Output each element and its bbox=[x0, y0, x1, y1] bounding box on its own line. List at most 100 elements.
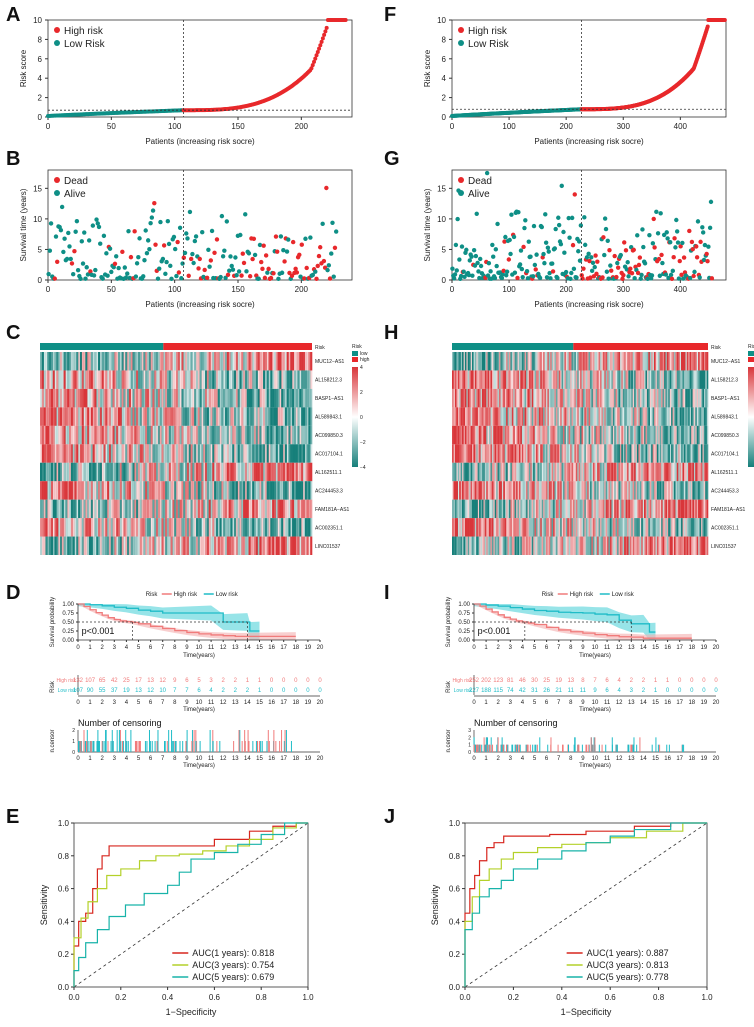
heatmap-cell bbox=[281, 407, 284, 426]
heatmap-cell bbox=[705, 388, 707, 408]
heatmap-cell bbox=[700, 444, 703, 463]
heatmap-cell bbox=[145, 481, 148, 500]
heatmap-cell bbox=[166, 499, 170, 519]
heatmap-cell bbox=[679, 352, 682, 371]
heatmap-cell bbox=[463, 462, 466, 482]
heatmap-cell bbox=[190, 352, 193, 371]
dead-point bbox=[672, 236, 677, 241]
heatmap-cell bbox=[534, 462, 537, 482]
heatmap-cell bbox=[161, 407, 164, 426]
heatmap-cell bbox=[81, 425, 84, 445]
heatmap-cell bbox=[263, 462, 266, 482]
heatmap-cell bbox=[179, 481, 182, 500]
heatmap-cell bbox=[195, 370, 199, 389]
heatmap-cell bbox=[114, 370, 117, 389]
heatmap-cell bbox=[565, 407, 568, 426]
risk-high-count: 0 bbox=[318, 678, 322, 684]
heatmap-cell bbox=[552, 444, 555, 463]
heatmap-cell bbox=[558, 407, 561, 426]
y-tick-label: 0.0 bbox=[58, 983, 70, 992]
heatmap-cell bbox=[65, 499, 68, 519]
heatmap-cell bbox=[288, 462, 291, 482]
heatmap-cell bbox=[119, 499, 122, 519]
heatmap-cell bbox=[205, 370, 208, 389]
heatmap-cell bbox=[119, 518, 122, 537]
heatmap-cell bbox=[244, 481, 248, 500]
heatmap-cell bbox=[146, 352, 150, 371]
heatmap-cell bbox=[587, 499, 589, 519]
heatmap-cell bbox=[696, 352, 699, 371]
scale-tick-label: 4 bbox=[360, 365, 363, 371]
heatmap-cell bbox=[217, 536, 220, 555]
heatmap-cell bbox=[504, 444, 507, 463]
heatmap-cell bbox=[555, 352, 558, 371]
legend-low-label: Low Risk bbox=[468, 39, 510, 50]
heatmap-cell bbox=[306, 388, 309, 408]
alive-point bbox=[58, 227, 64, 233]
heatmap-cell bbox=[626, 370, 629, 389]
heatmap-cell bbox=[488, 425, 491, 445]
heatmap-cell bbox=[59, 444, 63, 463]
heatmap-cell bbox=[524, 462, 527, 482]
heatmap-cell bbox=[552, 425, 555, 445]
heatmap-cell bbox=[690, 444, 693, 463]
alive-point bbox=[509, 212, 514, 217]
alive-point bbox=[107, 246, 113, 251]
heatmap-cell bbox=[252, 536, 255, 555]
heatmap-cell bbox=[663, 352, 666, 371]
heatmap-cell bbox=[70, 499, 73, 519]
heatmap-cell bbox=[67, 352, 70, 371]
heatmap-cell bbox=[641, 352, 643, 371]
heatmap-cell bbox=[543, 481, 545, 500]
heatmap-cell bbox=[483, 481, 486, 500]
heatmap-cell bbox=[85, 462, 88, 482]
heatmap-cell bbox=[467, 407, 470, 426]
heatmap-cell bbox=[121, 352, 124, 371]
heatmap-cell bbox=[310, 388, 313, 408]
heatmap-cell bbox=[508, 370, 511, 389]
heatmap-cell bbox=[275, 536, 278, 555]
heatmap-cell bbox=[619, 370, 622, 389]
heatmap-cell bbox=[275, 518, 278, 537]
heatmap-cell bbox=[65, 444, 68, 463]
alive-point bbox=[82, 230, 87, 235]
heatmap-cell bbox=[585, 370, 588, 389]
heatmap-cell bbox=[680, 462, 683, 482]
heatmap-cell bbox=[52, 499, 55, 519]
heatmap-cell bbox=[195, 518, 199, 537]
heatmap-cell bbox=[473, 499, 476, 519]
heatmap-cell bbox=[470, 444, 473, 463]
heatmap-cell bbox=[469, 352, 471, 371]
heatmap-cell bbox=[125, 481, 128, 500]
heatmap-cell bbox=[587, 425, 589, 445]
heatmap-cell bbox=[454, 425, 457, 445]
heatmap-cell bbox=[293, 388, 296, 408]
heatmap-cell bbox=[116, 462, 119, 482]
heatmap-cell bbox=[570, 481, 572, 500]
heatmap-cell bbox=[130, 462, 133, 482]
heatmap-cell bbox=[668, 425, 670, 445]
heatmap-cell bbox=[79, 499, 83, 519]
heatmap-cell bbox=[649, 425, 652, 445]
heatmap-cell bbox=[87, 481, 90, 500]
heatmap-cell bbox=[587, 370, 589, 389]
heatmap-cell bbox=[618, 462, 621, 482]
heatmap-cell bbox=[310, 536, 313, 555]
heatmap-cell bbox=[277, 388, 280, 408]
heatmap-cell bbox=[215, 481, 219, 500]
alive-point bbox=[238, 232, 243, 238]
heatmap-cell bbox=[134, 407, 137, 426]
heatmap-cell bbox=[239, 407, 242, 426]
alive-point bbox=[144, 251, 150, 256]
heatmap-cell bbox=[273, 352, 277, 371]
heatmap-cell bbox=[452, 352, 454, 371]
heatmap-cell bbox=[49, 352, 52, 371]
heatmap-cell bbox=[525, 462, 528, 482]
heatmap-cell bbox=[70, 388, 73, 408]
heatmap-cell bbox=[290, 481, 293, 500]
dead-point bbox=[268, 275, 274, 281]
heatmap-cell bbox=[54, 462, 57, 482]
heatmap-cell bbox=[572, 388, 575, 408]
heatmap-cell bbox=[70, 536, 73, 555]
heatmap-cell bbox=[212, 518, 215, 537]
